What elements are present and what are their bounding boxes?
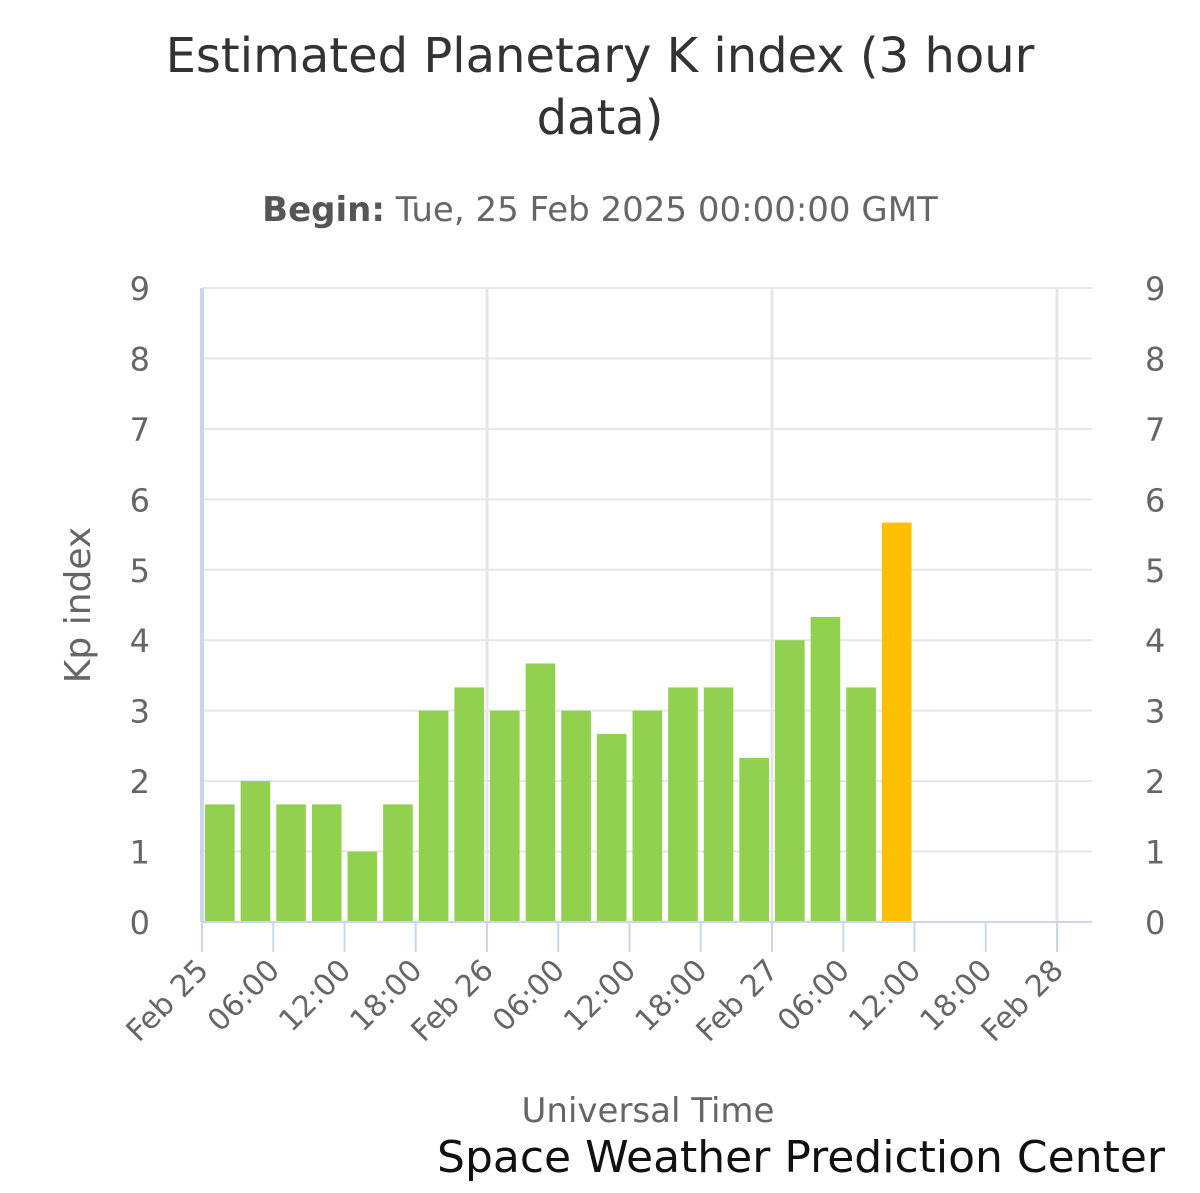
- bar: [668, 687, 698, 922]
- x-tick-label: 12:00: [557, 953, 643, 1039]
- bar: [775, 640, 805, 922]
- y-tick-label-right: 3: [1145, 693, 1165, 731]
- chart-subtitle: Begin: Tue, 25 Feb 2025 00:00:00 GMT: [0, 190, 1200, 230]
- credit-text: Space Weather Prediction Center: [437, 1132, 1165, 1183]
- bar: [276, 804, 306, 922]
- y-tick-label-right: 0: [1145, 904, 1165, 942]
- y-tick-label-left: 4: [130, 622, 150, 660]
- bar: [632, 710, 663, 922]
- bar: [596, 733, 627, 922]
- bar: [739, 757, 769, 922]
- y-tick-label-left: 1: [130, 834, 150, 872]
- y-tick-label-right: 2: [1145, 763, 1165, 801]
- y-tick-label-right: 7: [1145, 411, 1165, 449]
- y-tick-label-right: 1: [1145, 834, 1165, 872]
- x-tick-label: 06:00: [771, 953, 857, 1039]
- y-tick-label-right: 6: [1145, 481, 1165, 519]
- x-tick-label: 12:00: [272, 953, 358, 1039]
- y-tick-label-right: 4: [1145, 622, 1165, 660]
- y-axis-title: Kp index: [58, 527, 99, 683]
- y-tick-label-left: 3: [130, 693, 150, 731]
- bar: [703, 687, 734, 922]
- y-tick-label-left: 2: [130, 763, 150, 801]
- bar: [454, 687, 484, 922]
- bar: [311, 804, 342, 922]
- y-tick-label-left: 5: [130, 552, 150, 590]
- bar: [347, 851, 378, 922]
- bar: [490, 710, 520, 922]
- bar: [205, 804, 235, 922]
- bar: [846, 687, 876, 922]
- y-tick-label-right: 8: [1145, 340, 1165, 378]
- bar: [383, 804, 413, 922]
- bar: [881, 522, 912, 922]
- chart-title: Estimated Planetary K index (3 hour data…: [165, 28, 1035, 146]
- x-axis-title: Universal Time: [522, 1091, 775, 1131]
- subtitle-label: Begin:: [262, 190, 385, 230]
- y-tick-label-left: 8: [130, 340, 150, 378]
- x-tick-label: 06:00: [201, 953, 287, 1039]
- subtitle-value: Tue, 25 Feb 2025 00:00:00 GMT: [395, 190, 938, 230]
- x-tick-label: 12:00: [842, 953, 928, 1039]
- y-tick-label-left: 6: [130, 481, 150, 519]
- y-tick-label-left: 7: [130, 411, 150, 449]
- y-tick-label-right: 5: [1145, 552, 1165, 590]
- bar: [810, 616, 841, 922]
- x-tick-label: Feb 25: [120, 953, 216, 1049]
- y-tick-label-left: 9: [130, 270, 150, 308]
- y-tick-label-left: 0: [130, 904, 150, 942]
- bar: [240, 781, 271, 922]
- bar: [561, 710, 591, 922]
- x-tick-label: 06:00: [486, 953, 572, 1039]
- y-tick-label-right: 9: [1145, 270, 1165, 308]
- bar: [525, 663, 556, 922]
- bar: [418, 710, 449, 922]
